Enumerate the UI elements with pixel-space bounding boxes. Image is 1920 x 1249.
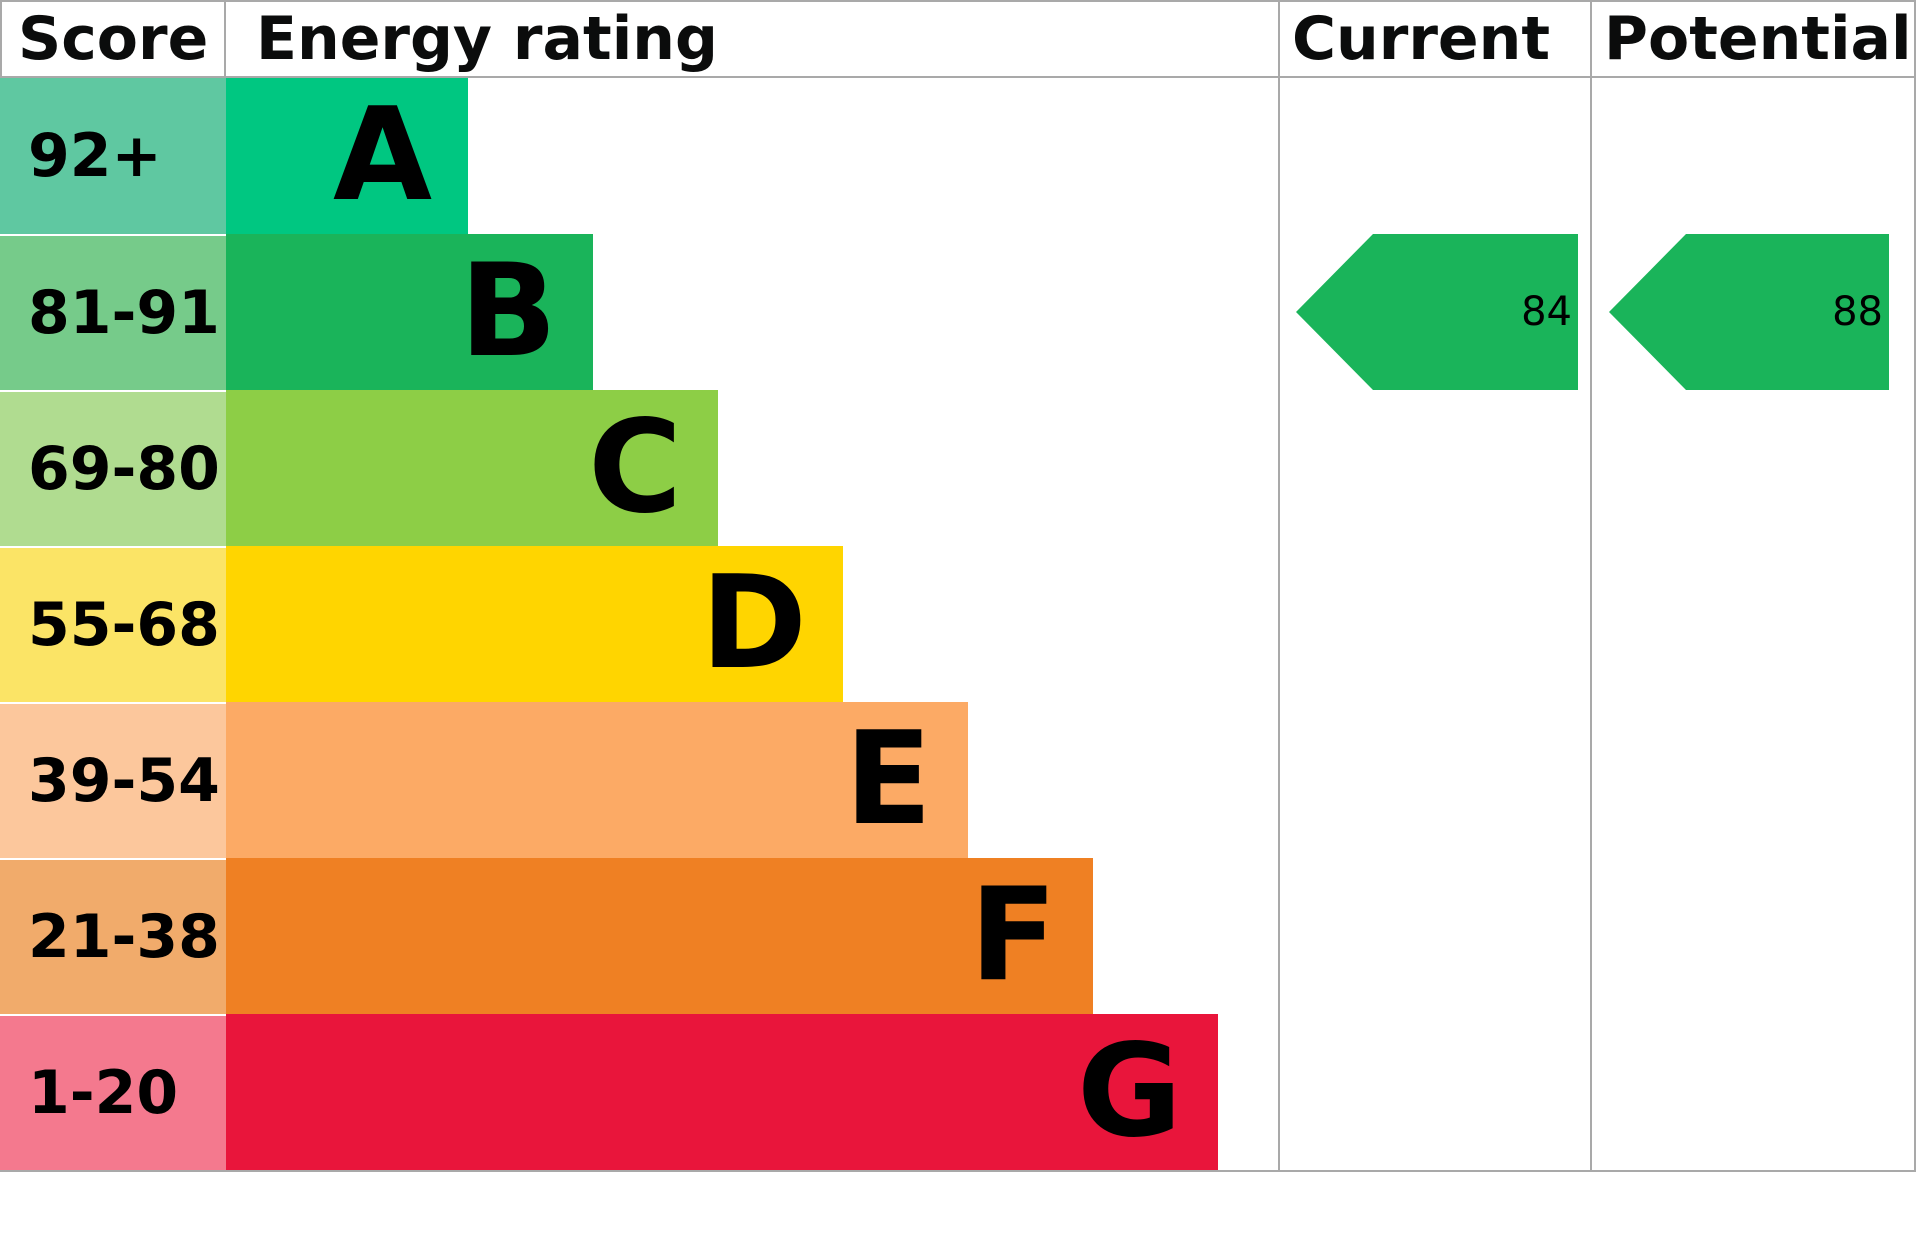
energy-band-letter-a: A: [332, 81, 432, 230]
score-range-cell-e: 39-54: [0, 702, 226, 858]
header-energy-rating: Energy rating: [256, 0, 718, 78]
table-bottom-border: [0, 1170, 1916, 1172]
energy-band-letter-d: D: [700, 549, 807, 698]
band-row-g: 1-20 G: [0, 1014, 1916, 1170]
score-range-label-f: 21-38: [28, 902, 220, 972]
header-left-border: [0, 0, 2, 78]
potential-rating-arrow: 88: [1609, 234, 1889, 390]
current-column-left-divider: [1278, 0, 1280, 1172]
score-range-cell-b: 81-91: [0, 234, 226, 390]
energy-band-bar-d: D: [226, 546, 843, 702]
potential-rating-value: 88: [1832, 289, 1883, 335]
header-potential: Potential: [1604, 0, 1912, 78]
energy-band-bar-f: F: [226, 858, 1093, 1014]
table-right-border: [1914, 0, 1916, 1172]
energy-band-letter-g: G: [1076, 1017, 1182, 1166]
current-rating-value: 84: [1521, 289, 1572, 335]
score-range-label-b: 81-91: [28, 278, 220, 348]
energy-band-bar-c: C: [226, 390, 718, 546]
energy-band-bar-g: G: [226, 1014, 1218, 1170]
energy-band-letter-e: E: [844, 705, 932, 854]
energy-band-letter-f: F: [969, 861, 1057, 1010]
score-range-cell-g: 1-20: [0, 1014, 226, 1170]
score-range-label-a: 92+: [28, 121, 162, 191]
band-row-b: 81-91 B: [0, 234, 1916, 390]
energy-band-bar-b: B: [226, 234, 593, 390]
header-score: Score: [18, 0, 209, 78]
potential-column-left-divider: [1590, 0, 1592, 1172]
score-range-label-d: 55-68: [28, 590, 220, 660]
table-top-border: [0, 0, 1916, 2]
band-row-e: 39-54 E: [0, 702, 1916, 858]
header-current: Current: [1292, 0, 1551, 78]
band-row-f: 21-38 F: [0, 858, 1916, 1014]
energy-band-letter-b: B: [459, 237, 557, 386]
energy-band-bar-a: A: [226, 78, 468, 234]
band-row-a: 92+ A: [0, 78, 1916, 234]
band-row-c: 69-80 C: [0, 390, 1916, 546]
header-bottom-border: [0, 76, 1916, 78]
score-range-cell-c: 69-80: [0, 390, 226, 546]
energy-band-bar-e: E: [226, 702, 968, 858]
score-range-label-c: 69-80: [28, 434, 220, 504]
score-range-cell-f: 21-38: [0, 858, 226, 1014]
score-range-cell-d: 55-68: [0, 546, 226, 702]
band-row-d: 55-68 D: [0, 546, 1916, 702]
score-range-cell-a: 92+: [0, 78, 226, 234]
score-range-label-e: 39-54: [28, 746, 220, 816]
energy-band-letter-c: C: [588, 393, 682, 542]
score-column-divider: [224, 0, 226, 78]
score-range-label-g: 1-20: [28, 1058, 179, 1128]
